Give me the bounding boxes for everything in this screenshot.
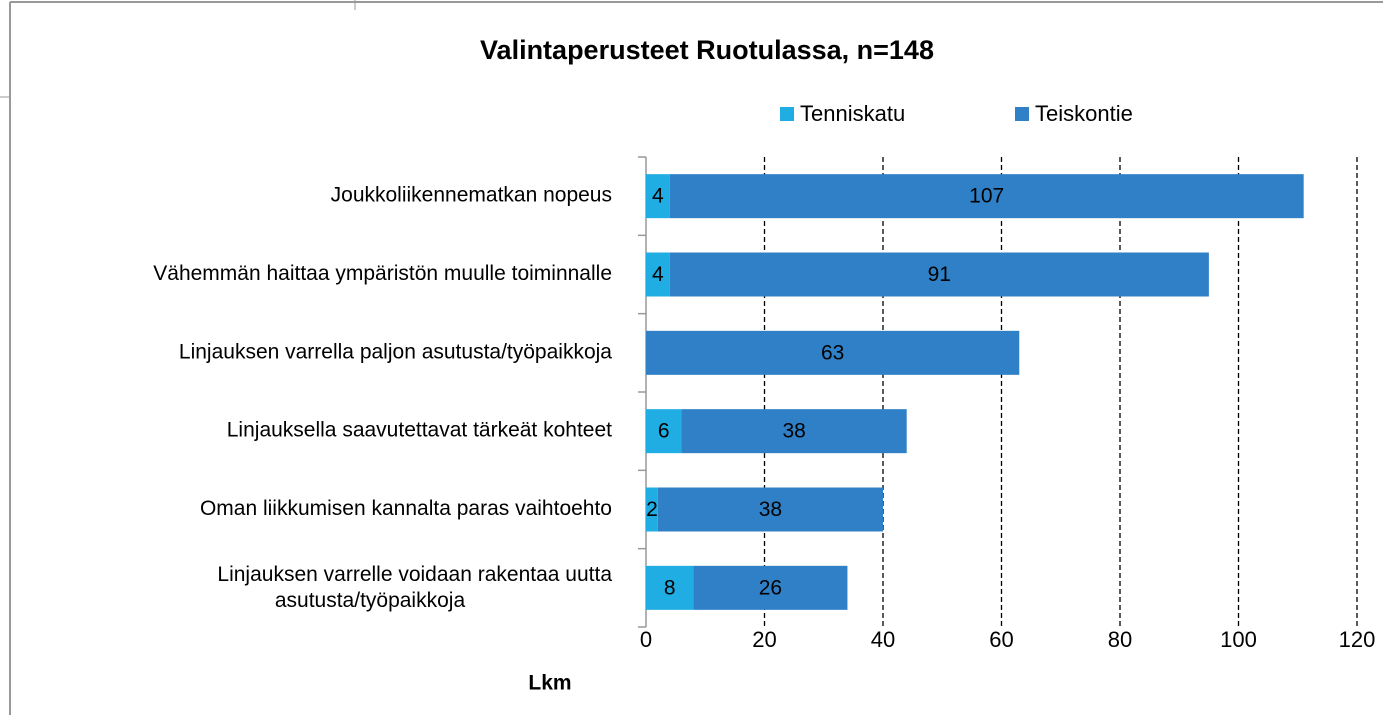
data-label: 91 xyxy=(928,263,951,286)
bar-segment xyxy=(646,565,694,610)
bar-segment xyxy=(646,409,682,454)
data-label: 26 xyxy=(759,576,782,599)
bar-segment xyxy=(669,174,1304,219)
data-label: 6 xyxy=(658,420,670,443)
x-tick-label: 0 xyxy=(640,627,652,652)
data-label: 38 xyxy=(782,420,805,443)
x-tick-label: 80 xyxy=(1108,627,1132,652)
x-axis-label: Lkm xyxy=(528,672,571,695)
data-label: 63 xyxy=(821,341,844,364)
bar-segment xyxy=(646,174,670,219)
bar-segment xyxy=(669,252,1209,297)
bar-segment xyxy=(646,487,658,532)
chart-title: Valintaperusteet Ruotulassa, n=148 xyxy=(480,35,934,65)
bar-segment xyxy=(646,252,670,297)
y-tick-label: Oman liikkumisen kannalta paras vaihtoeh… xyxy=(200,497,612,520)
data-label: 4 xyxy=(652,185,664,208)
legend-label: Teiskontie xyxy=(1035,101,1133,126)
x-tick-label: 100 xyxy=(1220,627,1257,652)
x-tick-label: 40 xyxy=(871,627,895,652)
y-tick-label: Joukkoliikennematkan nopeus xyxy=(331,184,612,207)
label-line: Linjauksen varrelle voidaan rakentaa uut… xyxy=(217,562,612,585)
x-tick-label: 120 xyxy=(1339,627,1376,652)
data-label: 4 xyxy=(652,263,664,286)
bar-segment xyxy=(657,487,883,532)
data-label: 107 xyxy=(969,185,1004,208)
label-line: asutusta/työpaikkoja xyxy=(275,588,466,611)
bar-segment xyxy=(681,409,907,454)
data-label: 38 xyxy=(759,498,782,521)
y-tick-label: Vähemmän haittaa ympäristön muulle toimi… xyxy=(153,262,612,285)
bar-segment xyxy=(693,565,848,610)
y-tick-label: Linjauksella saavutettavat tärkeät kohte… xyxy=(227,419,612,442)
x-tick-label: 20 xyxy=(752,627,776,652)
y-tick-label: Linjauksen varrelle voidaan rakentaa uut… xyxy=(217,562,612,611)
legend-swatch xyxy=(1015,107,1029,121)
data-label: 2 xyxy=(646,498,658,521)
legend-label: Tenniskatu xyxy=(800,101,905,126)
bar-segment xyxy=(646,330,1020,375)
data-label: 8 xyxy=(664,576,676,599)
x-tick-label: 60 xyxy=(989,627,1013,652)
legend-swatch xyxy=(780,107,794,121)
y-tick-label: Linjauksen varrella paljon asutusta/työp… xyxy=(179,340,612,363)
